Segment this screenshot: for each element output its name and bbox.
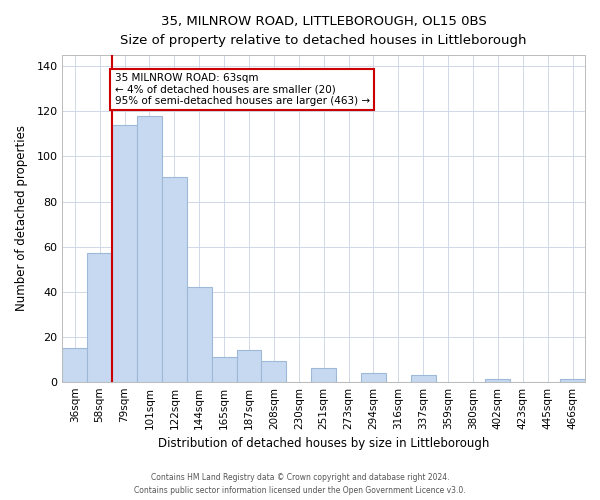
Bar: [112, 125, 137, 382]
Bar: [62, 348, 87, 382]
X-axis label: Distribution of detached houses by size in Littleborough: Distribution of detached houses by size …: [158, 437, 490, 450]
Bar: [137, 116, 162, 382]
Bar: [411, 375, 436, 382]
Bar: [361, 372, 386, 382]
Title: 35, MILNROW ROAD, LITTLEBOROUGH, OL15 0BS
Size of property relative to detached : 35, MILNROW ROAD, LITTLEBOROUGH, OL15 0B…: [121, 15, 527, 47]
Text: Contains HM Land Registry data © Crown copyright and database right 2024.
Contai: Contains HM Land Registry data © Crown c…: [134, 474, 466, 495]
Bar: [236, 350, 262, 382]
Bar: [311, 368, 336, 382]
Y-axis label: Number of detached properties: Number of detached properties: [15, 126, 28, 312]
Bar: [560, 380, 585, 382]
Bar: [87, 254, 112, 382]
Bar: [262, 362, 286, 382]
Bar: [212, 357, 236, 382]
Bar: [162, 176, 187, 382]
Bar: [187, 287, 212, 382]
Bar: [485, 380, 511, 382]
Text: 35 MILNROW ROAD: 63sqm
← 4% of detached houses are smaller (20)
95% of semi-deta: 35 MILNROW ROAD: 63sqm ← 4% of detached …: [115, 73, 370, 106]
